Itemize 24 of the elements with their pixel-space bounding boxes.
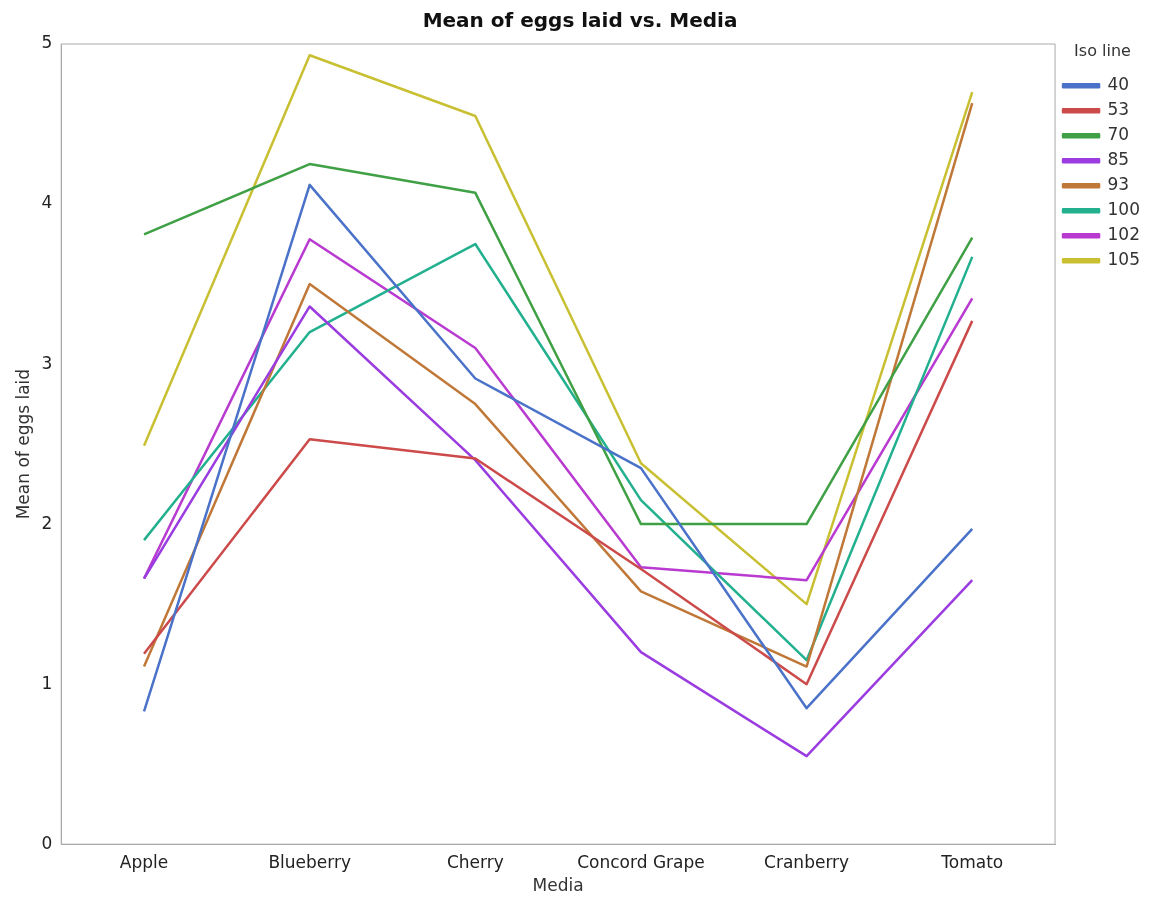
x-axis-title: Media	[532, 875, 584, 896]
y-tick-label: 1	[41, 672, 53, 693]
y-tick-label: 2	[41, 512, 53, 533]
legend-label: 85	[1107, 149, 1130, 170]
legend-label: 100	[1107, 199, 1141, 220]
x-tick-label: Apple	[119, 851, 169, 872]
legend-label: 102	[1107, 224, 1141, 245]
legend-label: 70	[1107, 124, 1130, 145]
legend-label: 93	[1107, 174, 1130, 195]
y-tick-label: 5	[41, 32, 53, 53]
y-tick-label: 4	[41, 192, 53, 213]
legend-title: Iso line	[1074, 41, 1131, 61]
legend-label: 53	[1107, 99, 1130, 120]
x-tick-label: Tomato	[940, 851, 1004, 872]
x-tick-label: Blueberry	[268, 851, 351, 872]
y-axis-title: Mean of eggs laid	[12, 368, 33, 520]
x-tick-label: Concord Grape	[577, 851, 705, 872]
y-tick-label: 0	[41, 832, 53, 853]
legend-label: 40	[1107, 74, 1130, 95]
chart-title: Mean of eggs laid vs. Media	[422, 8, 738, 33]
y-tick-label: 3	[41, 352, 53, 373]
x-tick-label: Cherry	[446, 851, 504, 872]
legend-label: 105	[1107, 249, 1141, 270]
x-tick-label: Cranberry	[764, 851, 850, 872]
